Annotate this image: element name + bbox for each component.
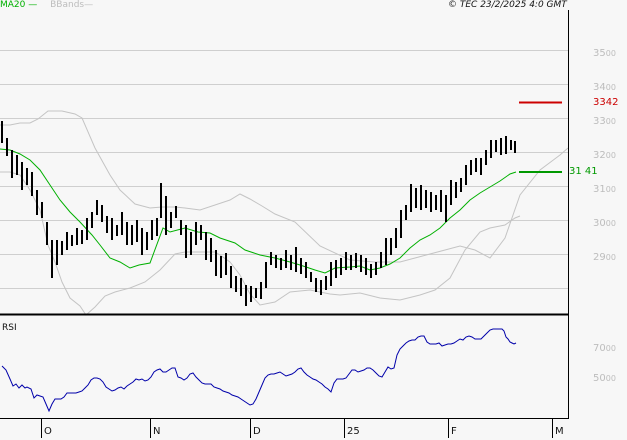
ma20-line [0, 148, 517, 274]
resistance-marker-label: 3342 [593, 97, 619, 108]
rsi-line[interactable] [1, 328, 517, 413]
x-axis-ticks [41, 418, 553, 438]
legend: MA20 — BBands— [0, 0, 93, 11]
price-tick-3100: 3100 [593, 184, 616, 195]
rsi-panel-title: RSI [2, 323, 17, 333]
bbands-upper-line [0, 110, 569, 263]
price-tick-3200: 3200 [593, 150, 616, 161]
legend-bbands-swatch: — [84, 0, 94, 10]
x-label-oct: O [44, 426, 52, 437]
copyright-timestamp: © TEC 23/2/2025 4:0 GMT [448, 0, 567, 10]
x-label-nov: N [153, 426, 161, 437]
price-tick-3400: 3400 [593, 82, 616, 93]
legend-ma20-swatch: — [28, 0, 38, 10]
price-tick-3000: 3000 [593, 218, 616, 229]
rsi-tick-70: 7000 [593, 343, 616, 354]
price-tick-3500: 3500 [593, 48, 616, 59]
x-label-mar: M [555, 426, 564, 437]
price-gridlines [0, 50, 568, 289]
price-tick-3300: 3300 [593, 116, 616, 127]
price-tick-2900: 2900 [593, 252, 616, 263]
x-label-feb: F [451, 426, 457, 437]
legend-bbands-label: BBands [50, 0, 85, 10]
x-label-2025: 25 [347, 426, 360, 437]
legend-ma20-label: MA20 [0, 0, 26, 10]
legend-bbands[interactable]: BBands— [50, 0, 93, 10]
bbands-lower-line [0, 171, 521, 316]
legend-ma20[interactable]: MA20 — [0, 0, 37, 10]
rsi-tick-50: 5000 [593, 373, 616, 384]
x-label-dec: D [253, 426, 261, 437]
price-bars [1, 121, 516, 306]
ma-last-marker-label: 31 41 [569, 166, 598, 177]
